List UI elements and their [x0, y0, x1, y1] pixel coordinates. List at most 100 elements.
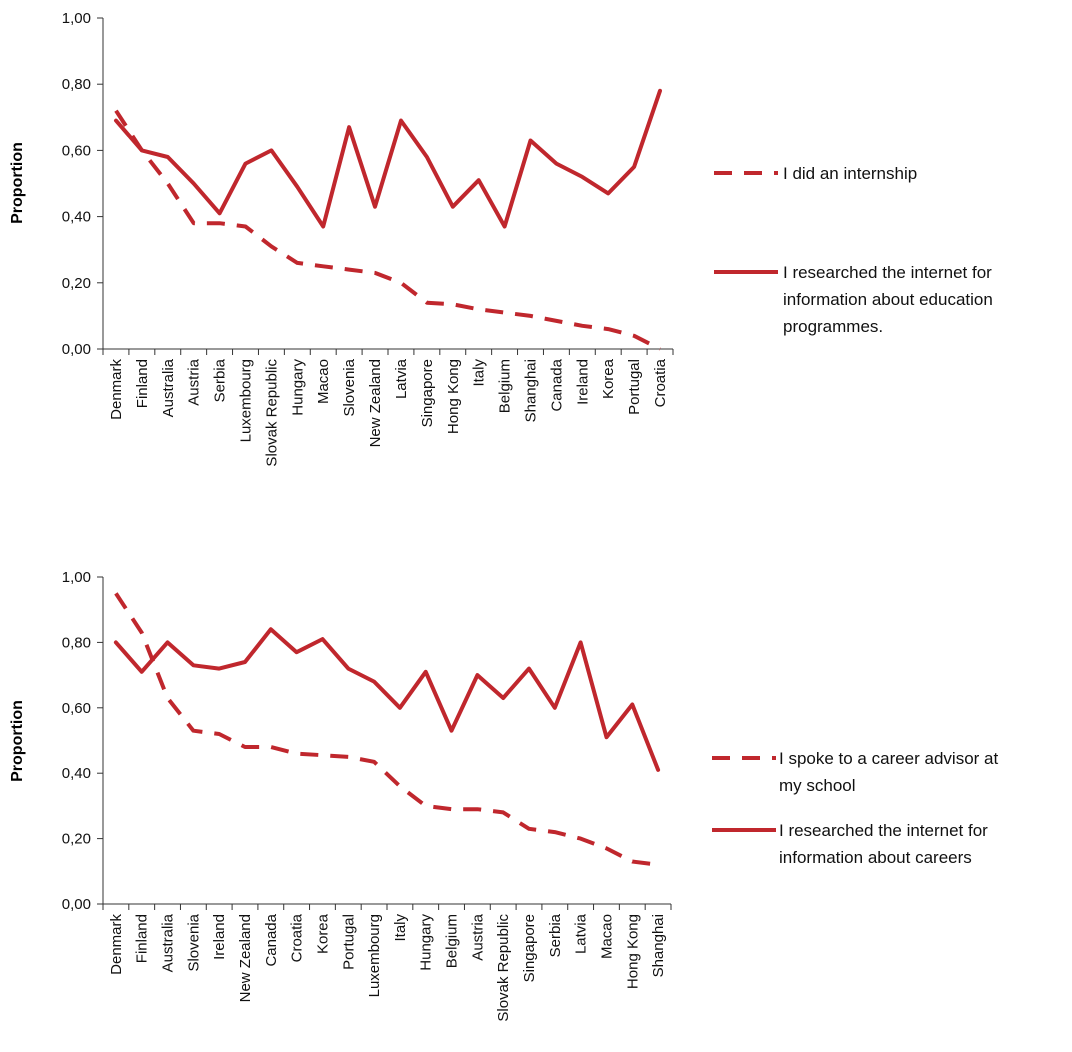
x-tick-label: Hong Kong	[445, 359, 462, 434]
series-line-solid	[113, 627, 661, 772]
data-point	[271, 150, 272, 151]
legend: I spoke to a career advisor at my school I…	[712, 749, 999, 867]
data-point	[425, 805, 426, 806]
data-point	[374, 761, 375, 762]
x-tick-label: Belgium	[444, 914, 461, 968]
y-axis-title: Proportion	[9, 142, 26, 224]
legend-label: I did an internship	[783, 164, 917, 183]
y-tick-label: 0,40	[62, 765, 91, 782]
chart-career-advisor-vs-career-research: 0,00 0,20 0,40 0,60 0,80 1,00 Denmark Finland Au…	[9, 569, 999, 1022]
data-point	[556, 320, 557, 321]
data-point	[452, 206, 453, 207]
data-point	[478, 309, 479, 310]
y-tick-label: 0,00	[62, 896, 91, 913]
y-axis-title: Proportion	[9, 700, 26, 782]
chart-internship-vs-education-research: 0,00 0,20 0,40 0,60 0,80 1,00 Denmark Finland Au…	[9, 10, 993, 467]
data-point	[582, 325, 583, 326]
series-line-dashed	[114, 592, 659, 867]
x-tick-label: Macao	[315, 359, 332, 404]
data-point	[401, 120, 402, 121]
x-tick-label: Hungary	[289, 359, 306, 416]
data-point	[375, 206, 376, 207]
data-point	[478, 180, 479, 181]
x-tick-label: Macao	[598, 914, 615, 959]
data-point	[245, 662, 246, 663]
data-point	[245, 747, 246, 748]
data-point	[141, 671, 142, 672]
y-tick-label: 1,00	[62, 10, 91, 27]
data-point	[658, 769, 659, 770]
data-point	[632, 704, 633, 705]
data-point	[580, 642, 581, 643]
data-point	[451, 730, 452, 731]
data-point	[374, 681, 375, 682]
data-point	[401, 282, 402, 283]
x-tick-label: Korea	[314, 913, 331, 954]
data-point	[323, 266, 324, 267]
data-point	[270, 629, 271, 630]
x-tick-label: Shanghai	[523, 359, 540, 422]
data-point	[556, 163, 557, 164]
data-point	[141, 632, 142, 633]
data-point	[141, 150, 142, 151]
x-tick-label: New Zealand	[367, 359, 384, 447]
legend-label: programmes.	[783, 317, 883, 336]
series-line-dashed	[114, 109, 661, 351]
x-tick-label: Luxembourg	[238, 359, 255, 442]
x-tick-label: Croatia	[652, 358, 669, 407]
x-tick-label: Denmark	[108, 359, 125, 420]
data-point	[477, 675, 478, 676]
y-tick-label: 0,00	[62, 341, 91, 358]
data-point	[632, 861, 633, 862]
data-point	[634, 166, 635, 167]
data-point	[426, 157, 427, 158]
data-point	[296, 652, 297, 653]
x-tick-label: Italy	[392, 914, 409, 942]
x-tick-label: Luxembourg	[366, 914, 383, 997]
data-point	[219, 734, 220, 735]
data-point	[245, 226, 246, 227]
x-tick-label: Finland	[134, 914, 151, 963]
data-point	[193, 183, 194, 184]
x-tick-label: Belgium	[497, 359, 514, 413]
y-tick-label: 1,00	[62, 569, 91, 586]
data-point	[554, 707, 555, 708]
x-tick-label: Austria	[469, 913, 486, 960]
legend-label: information about education	[783, 290, 993, 309]
x-tick-label: Canada	[548, 358, 565, 411]
x-tick-label: Serbia	[212, 358, 229, 402]
x-tick-label: Slovenia	[341, 358, 358, 416]
x-tick-label: Singapore	[419, 359, 436, 427]
x-tick-label: Italy	[471, 359, 488, 387]
data-point	[219, 223, 220, 224]
x-tick-label: Portugal	[626, 359, 643, 415]
data-point	[375, 272, 376, 273]
y-tick-label: 0,60	[62, 700, 91, 717]
x-tick-label: Denmark	[108, 914, 125, 975]
data-point	[322, 639, 323, 640]
data-point	[606, 737, 607, 738]
data-point	[323, 226, 324, 227]
y-tick-label: 0,80	[62, 634, 91, 651]
x-tick-label: Croatia	[289, 913, 306, 962]
data-point	[660, 349, 661, 350]
x-tick-label: Hong Kong	[624, 914, 641, 989]
y-tick-label: 0,40	[62, 209, 91, 226]
data-point	[503, 698, 504, 699]
x-tick-label: Singapore	[521, 914, 538, 982]
x-tick-label: Shanghai	[650, 914, 667, 977]
x-tick-label: Hungary	[418, 914, 435, 971]
data-point	[193, 730, 194, 731]
data-point	[582, 176, 583, 177]
legend-label: my school	[779, 776, 856, 795]
data-point	[219, 213, 220, 214]
legend: I did an internship I researched the inte…	[714, 164, 993, 336]
y-tick-label: 0,20	[62, 275, 91, 292]
x-tick-label: Ireland	[211, 914, 228, 960]
series-line-solid	[114, 88, 662, 229]
data-point	[530, 315, 531, 316]
x-tick-label: Canada	[263, 913, 280, 966]
data-point	[116, 110, 117, 111]
data-point	[399, 786, 400, 787]
y-tick-label: 0,20	[62, 831, 91, 848]
